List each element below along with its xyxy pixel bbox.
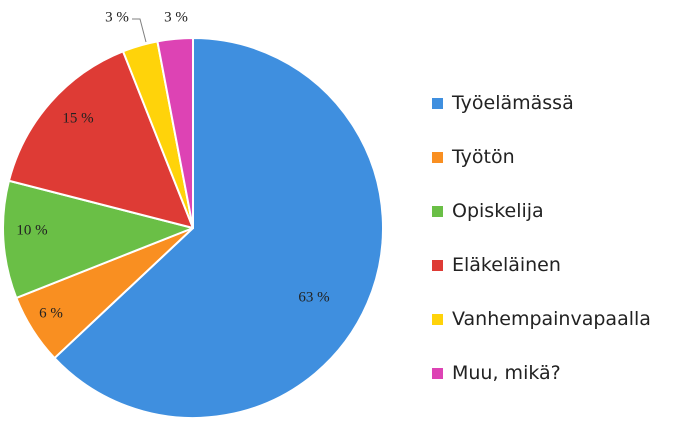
legend-swatch-icon [432, 259, 443, 271]
legend-swatch-icon [432, 367, 443, 379]
pie-slice [7, 50, 194, 229]
data-label: 3 % [105, 9, 129, 25]
data-label: 63 % [298, 289, 329, 305]
data-label: 3 % [164, 9, 188, 25]
legend-item: Eläkeläinen [432, 238, 651, 292]
pie-slices [2, 37, 384, 419]
legend-label: Muu, mikä? [452, 362, 561, 384]
legend-swatch-icon [432, 205, 443, 217]
legend-label: Työtön [452, 146, 515, 168]
pie-slice [156, 37, 194, 229]
legend-item: Työelämässä [432, 76, 651, 130]
legend-label: Opiskelija [452, 200, 544, 222]
legend-label: Eläkeläinen [452, 254, 561, 276]
legend-item: Muu, mikä? [432, 346, 651, 400]
legend-item: Vanhempainvapaalla [432, 292, 651, 346]
legend-swatch-icon [432, 151, 443, 163]
pie-slice [53, 37, 384, 419]
legend-swatch-icon [432, 97, 443, 109]
legend-item: Työtön [432, 130, 651, 184]
pie-slice [2, 179, 194, 299]
legend: Työelämässä Työtön Opiskelija Eläkeläine… [432, 76, 651, 400]
data-label: 6 % [39, 305, 63, 321]
legend-item: Opiskelija [432, 184, 651, 238]
legend-label: Työelämässä [452, 92, 574, 114]
data-labels: 63 % 6 % 10 % 15 % 3 % 3 % [16, 9, 329, 321]
legend-label: Vanhempainvapaalla [452, 308, 651, 330]
leader-line [132, 18, 147, 43]
data-label: 15 % [62, 110, 93, 126]
data-label: 10 % [16, 222, 47, 238]
legend-swatch-icon [432, 313, 443, 325]
